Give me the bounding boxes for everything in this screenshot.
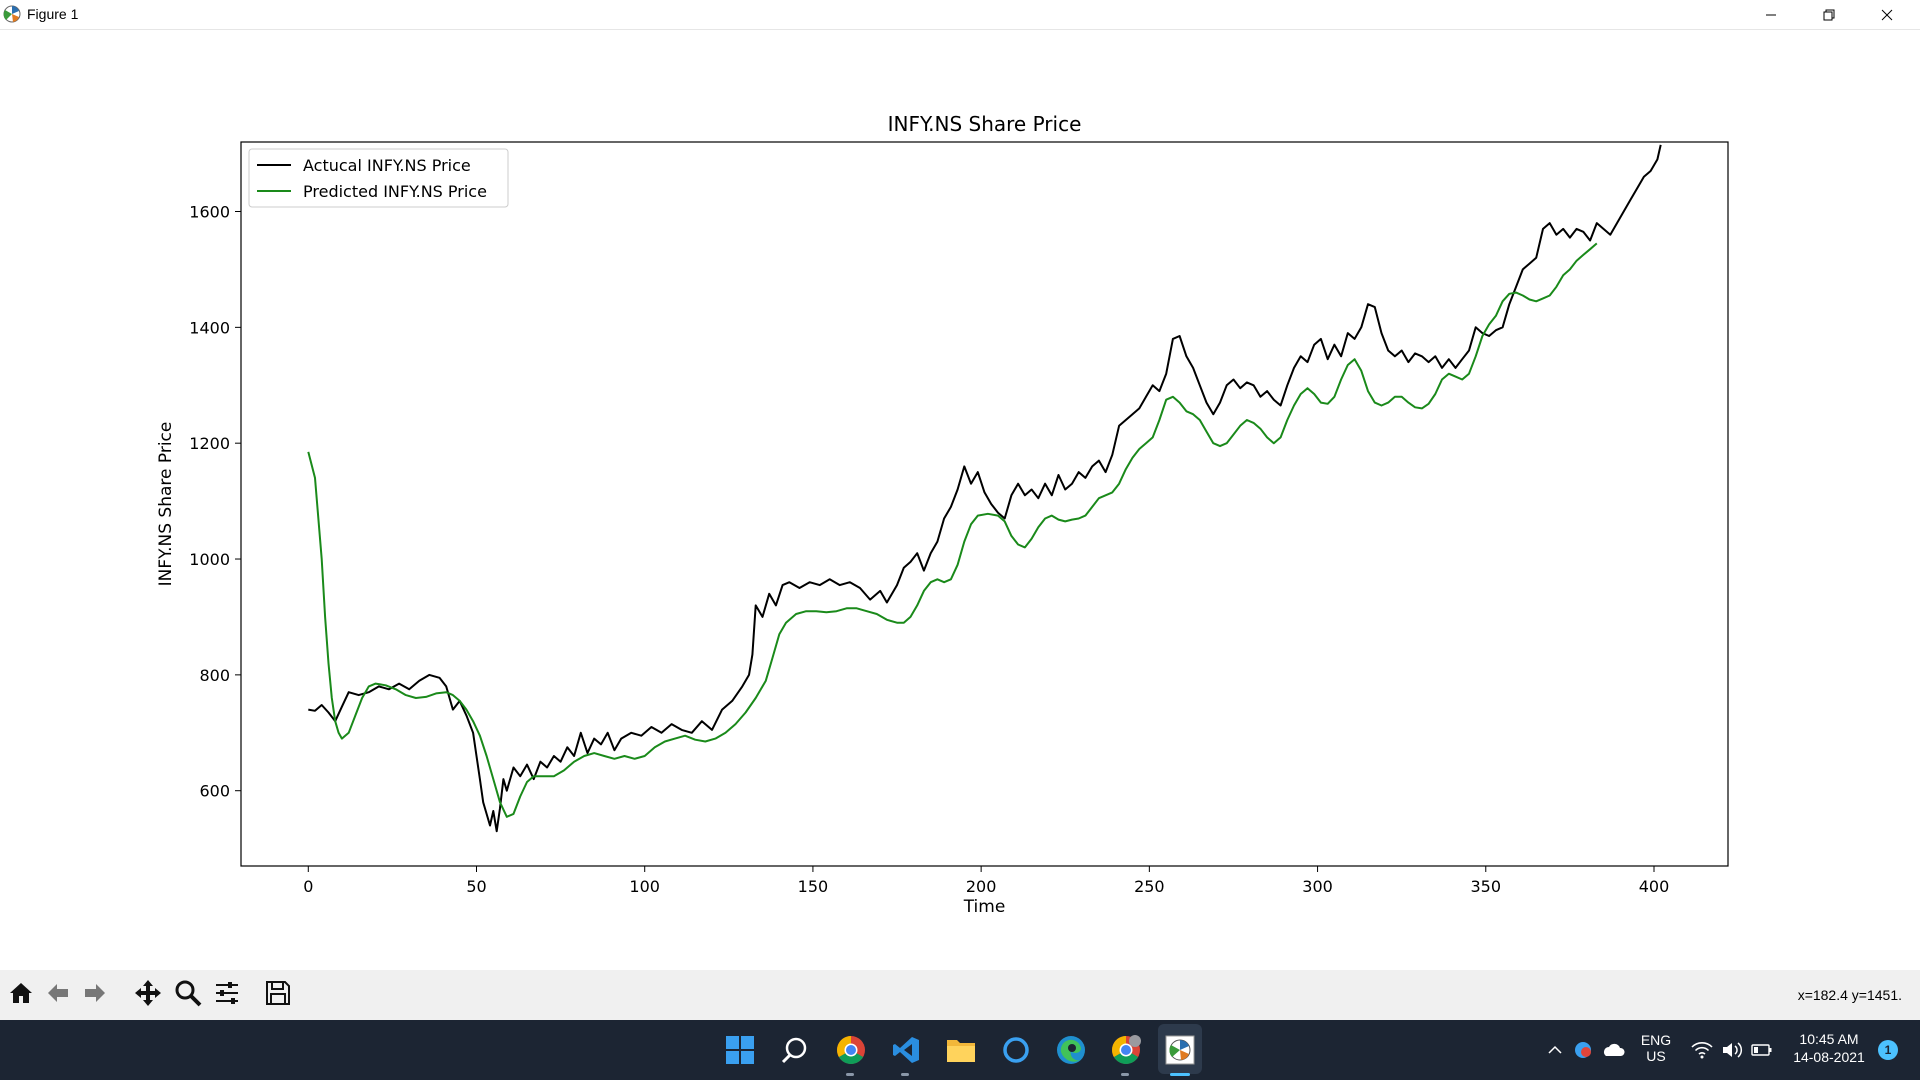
taskbar-edge[interactable] <box>1053 1032 1089 1068</box>
clock-button[interactable]: 10:45 AM 14-08-2021 <box>1782 1031 1876 1065</box>
x-tick-label: 350 <box>1471 877 1502 896</box>
save-icon <box>266 981 290 1005</box>
y-tick-label: 800 <box>199 666 230 685</box>
clock-time: 10:45 AM <box>1799 1031 1859 1047</box>
zoom-button[interactable] <box>171 976 205 1010</box>
notification-count: 1 <box>1884 1043 1892 1057</box>
chart-title: INFY.NS Share Price <box>888 112 1082 136</box>
tray-app-icon <box>1575 1042 1591 1058</box>
taskbar-vscode[interactable] <box>888 1032 924 1068</box>
restore-icon <box>1823 9 1835 20</box>
restore-button[interactable] <box>1800 0 1858 29</box>
language-code: ENG <box>1640 1032 1672 1048</box>
edge-icon <box>1057 1036 1085 1064</box>
back-icon <box>48 984 68 1002</box>
notification-badge: 1 <box>1878 1040 1898 1060</box>
start-button[interactable] <box>722 1032 758 1068</box>
forward-button[interactable] <box>78 976 112 1010</box>
chrome-profile-icon <box>1112 1035 1141 1064</box>
search-icon <box>781 1037 807 1064</box>
x-tick-label: 250 <box>1134 877 1165 896</box>
wifi-icon <box>1691 1042 1713 1059</box>
minimize-button[interactable] <box>1742 0 1800 29</box>
vscode-icon <box>893 1037 919 1063</box>
cortana-icon <box>1003 1037 1029 1063</box>
forward-icon <box>85 984 105 1002</box>
configure-subplots-button[interactable] <box>210 976 244 1010</box>
onedrive-button[interactable] <box>1596 1032 1630 1068</box>
save-button[interactable] <box>261 976 295 1010</box>
plot-frame <box>240 141 1729 867</box>
chrome-profile-open-indicator <box>1121 1073 1129 1076</box>
notification-button[interactable]: 1 <box>1873 1032 1903 1068</box>
show-hidden-icons-button[interactable] <box>1537 1032 1573 1068</box>
chrome-open-indicator <box>846 1073 854 1076</box>
speaker-icon <box>1723 1042 1743 1058</box>
y-tick-label: 600 <box>199 782 230 801</box>
tray-app-button[interactable] <box>1567 1032 1599 1068</box>
taskbar-chrome-profile[interactable] <box>1108 1032 1144 1068</box>
line-chart[interactable]: INFY.NS Share Price 0 50 100 150 200 250 300 350… <box>0 30 1920 970</box>
y-tick-label: 1000 <box>189 550 230 569</box>
chart-legend: Actucal INFY.NS Price Predicted INFY.NS P… <box>248 148 509 208</box>
x-tick-label: 300 <box>1302 877 1333 896</box>
back-button[interactable] <box>41 976 75 1010</box>
series-line-actual <box>308 144 1662 833</box>
minimize-icon <box>1766 14 1776 15</box>
active-app-indicator <box>1170 1073 1190 1076</box>
region-code: US <box>1646 1048 1666 1064</box>
configure-icon <box>216 982 238 1004</box>
home-button[interactable] <box>4 976 38 1010</box>
network-button[interactable] <box>1686 1032 1718 1068</box>
close-button[interactable] <box>1858 0 1916 29</box>
battery-button[interactable] <box>1746 1032 1778 1068</box>
close-icon <box>1881 9 1893 20</box>
matplotlib-figure-icon <box>1165 1035 1195 1065</box>
series-line-predicted <box>307 242 1598 818</box>
x-axis-label: Time <box>963 897 1006 917</box>
file-explorer-icon <box>947 1040 975 1062</box>
matplotlib-app-icon <box>2 4 22 24</box>
windows-taskbar: ENG US 10:45 AM 14-08-2021 1 <box>0 1020 1920 1080</box>
windows-start-icon <box>726 1036 754 1064</box>
window-title: Figure 1 <box>27 6 79 22</box>
onedrive-cloud-icon <box>1604 1043 1625 1056</box>
taskbar-chrome[interactable] <box>833 1032 869 1068</box>
y-tick-label: 1400 <box>189 318 230 337</box>
y-axis-label: INFY.NS Share Price <box>156 422 176 587</box>
x-tick-label: 0 <box>303 877 313 896</box>
chrome-icon <box>837 1036 865 1064</box>
window-titlebar: Figure 1 <box>0 0 1920 30</box>
cursor-coordinates: x=182.4 y=1451. <box>1797 987 1902 1003</box>
zoom-icon <box>175 980 202 1007</box>
x-tick-label: 400 <box>1639 877 1670 896</box>
y-tick-label: 1200 <box>189 434 230 453</box>
volume-button[interactable] <box>1716 1032 1748 1068</box>
x-tick-label: 150 <box>798 877 829 896</box>
vscode-open-indicator <box>901 1073 909 1076</box>
taskbar-matplotlib-figure[interactable] <box>1162 1032 1198 1068</box>
taskbar-file-explorer[interactable] <box>943 1032 979 1068</box>
legend-label: Predicted INFY.NS Price <box>303 182 487 201</box>
legend-box <box>248 148 509 208</box>
taskbar-cortana[interactable] <box>998 1032 1034 1068</box>
chevron-up-icon <box>1548 1045 1562 1054</box>
battery-icon <box>1751 1044 1772 1056</box>
pan-button[interactable] <box>131 976 165 1010</box>
legend-label: Actucal INFY.NS Price <box>303 156 471 175</box>
language-indicator[interactable]: ENG US <box>1640 1032 1672 1064</box>
pan-icon <box>135 980 161 1006</box>
taskbar-search-button[interactable] <box>777 1032 813 1068</box>
home-icon <box>10 983 32 1003</box>
x-tick-label: 200 <box>966 877 997 896</box>
x-tick-label: 50 <box>466 877 486 896</box>
x-tick-label: 100 <box>629 877 660 896</box>
navigation-toolbar: x=182.4 y=1451. <box>0 970 1920 1020</box>
y-tick-label: 1600 <box>189 203 230 222</box>
clock-date: 14-08-2021 <box>1793 1049 1865 1065</box>
